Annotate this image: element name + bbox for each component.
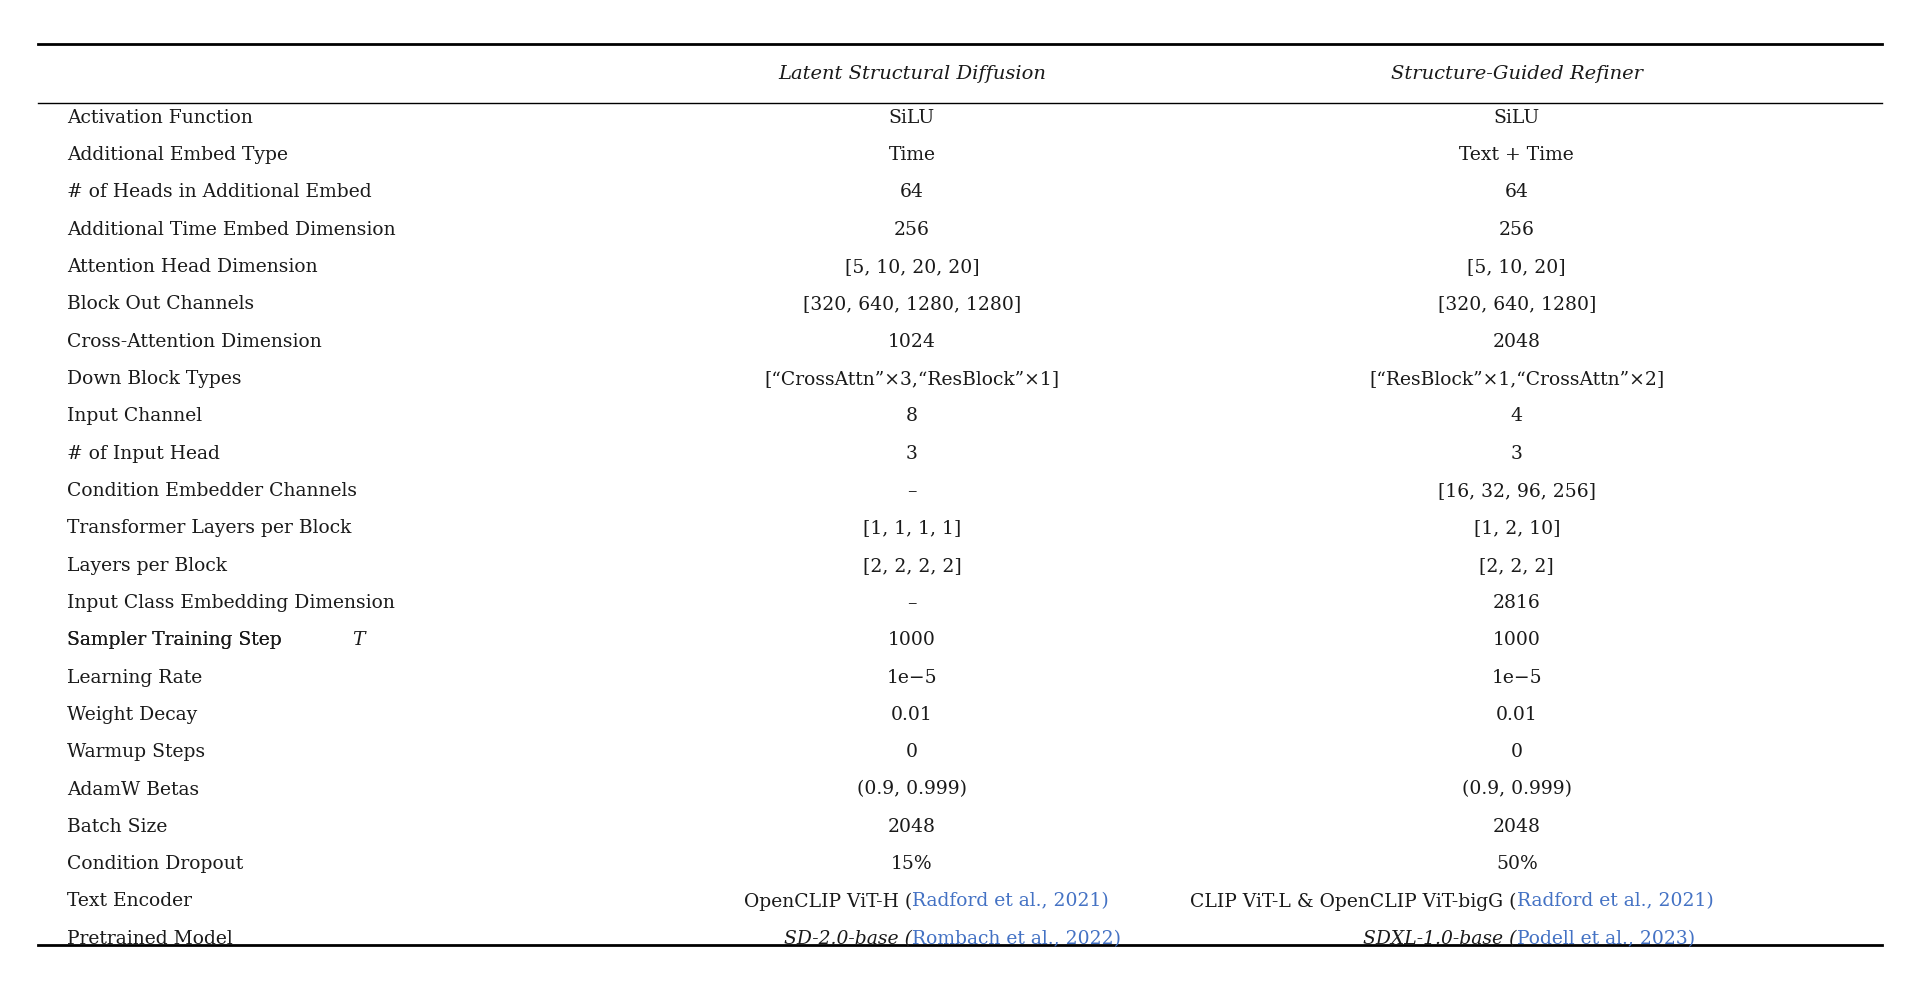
- Text: 1024: 1024: [889, 333, 935, 351]
- Text: SiLU: SiLU: [1494, 109, 1540, 127]
- Text: # of Heads in Additional Embed: # of Heads in Additional Embed: [67, 184, 372, 201]
- Text: [2, 2, 2, 2]: [2, 2, 2, 2]: [862, 557, 962, 574]
- Text: [320, 640, 1280, 1280]: [320, 640, 1280, 1280]: [803, 296, 1021, 313]
- Text: 0.01: 0.01: [1496, 706, 1538, 724]
- Text: –: –: [908, 594, 916, 612]
- Text: Cross-Attention Dimension: Cross-Attention Dimension: [67, 333, 323, 351]
- Text: 50%: 50%: [1496, 855, 1538, 873]
- Text: Condition Embedder Channels: Condition Embedder Channels: [67, 482, 357, 500]
- Text: [5, 10, 20]: [5, 10, 20]: [1467, 258, 1567, 276]
- Text: Down Block Types: Down Block Types: [67, 370, 242, 388]
- Text: 2816: 2816: [1494, 594, 1540, 612]
- Text: 0.01: 0.01: [891, 706, 933, 724]
- Text: 0: 0: [906, 743, 918, 761]
- Text: (0.9, 0.999): (0.9, 0.999): [1461, 781, 1572, 798]
- Text: Additional Embed Type: Additional Embed Type: [67, 146, 288, 164]
- Text: 4: 4: [1511, 408, 1523, 425]
- Text: Rombach et al., 2022): Rombach et al., 2022): [912, 930, 1121, 948]
- Text: Time: Time: [889, 146, 935, 164]
- Text: Sampler Training Step: Sampler Training Step: [67, 631, 288, 649]
- Text: [1, 2, 10]: [1, 2, 10]: [1473, 519, 1561, 537]
- Text: [“CrossAttn”×3,“ResBlock”×1]: [“CrossAttn”×3,“ResBlock”×1]: [764, 370, 1060, 388]
- Text: Batch Size: Batch Size: [67, 818, 167, 836]
- Text: 15%: 15%: [891, 855, 933, 873]
- Text: Radford et al., 2021): Radford et al., 2021): [912, 893, 1108, 910]
- Text: Attention Head Dimension: Attention Head Dimension: [67, 258, 319, 276]
- Text: Sampler Training Step: Sampler Training Step: [67, 631, 288, 649]
- Text: 256: 256: [1500, 221, 1534, 239]
- Text: Transformer Layers per Block: Transformer Layers per Block: [67, 519, 351, 537]
- Text: 3: 3: [1511, 445, 1523, 463]
- Text: [2, 2, 2]: [2, 2, 2]: [1480, 557, 1553, 574]
- Text: T: T: [351, 631, 365, 649]
- Text: Input Channel: Input Channel: [67, 408, 202, 425]
- Text: Structure-Guided Refiner: Structure-Guided Refiner: [1390, 65, 1644, 82]
- Text: [5, 10, 20, 20]: [5, 10, 20, 20]: [845, 258, 979, 276]
- Text: Additional Time Embed Dimension: Additional Time Embed Dimension: [67, 221, 396, 239]
- Text: Latent Structural Diffusion: Latent Structural Diffusion: [778, 65, 1046, 82]
- Text: [“ResBlock”×1,“CrossAttn”×2]: [“ResBlock”×1,“CrossAttn”×2]: [1369, 370, 1665, 388]
- Text: Layers per Block: Layers per Block: [67, 557, 227, 574]
- Text: Activation Function: Activation Function: [67, 109, 253, 127]
- Text: 64: 64: [1505, 184, 1528, 201]
- Text: [320, 640, 1280]: [320, 640, 1280]: [1438, 296, 1596, 313]
- Text: Weight Decay: Weight Decay: [67, 706, 198, 724]
- Text: SDXL-1.0-base (: SDXL-1.0-base (: [1363, 930, 1517, 948]
- Text: Block Out Channels: Block Out Channels: [67, 296, 253, 313]
- Text: # of Input Head: # of Input Head: [67, 445, 221, 463]
- Text: Text Encoder: Text Encoder: [67, 893, 192, 910]
- Text: 2048: 2048: [1494, 818, 1542, 836]
- Text: Warmup Steps: Warmup Steps: [67, 743, 205, 761]
- Text: 8: 8: [906, 408, 918, 425]
- Text: 1000: 1000: [1494, 631, 1540, 649]
- Text: CLIP ViT-L & OpenCLIP ViT-bigG (: CLIP ViT-L & OpenCLIP ViT-bigG (: [1190, 893, 1517, 910]
- Text: 2048: 2048: [887, 818, 937, 836]
- Text: [16, 32, 96, 256]: [16, 32, 96, 256]: [1438, 482, 1596, 500]
- Text: 64: 64: [900, 184, 924, 201]
- Text: SiLU: SiLU: [889, 109, 935, 127]
- Text: Condition Dropout: Condition Dropout: [67, 855, 244, 873]
- Text: Sampler Training Step T: Sampler Training Step T: [67, 631, 300, 649]
- Text: [1, 1, 1, 1]: [1, 1, 1, 1]: [862, 519, 962, 537]
- Text: –: –: [908, 482, 916, 500]
- Text: 1000: 1000: [889, 631, 935, 649]
- Text: Podell et al., 2023): Podell et al., 2023): [1517, 930, 1695, 948]
- Text: 1e−5: 1e−5: [1492, 669, 1542, 686]
- Text: 1e−5: 1e−5: [887, 669, 937, 686]
- Text: AdamW Betas: AdamW Betas: [67, 781, 200, 798]
- Text: 3: 3: [906, 445, 918, 463]
- Text: Radford et al., 2021): Radford et al., 2021): [1517, 893, 1713, 910]
- Text: 256: 256: [895, 221, 929, 239]
- Text: OpenCLIP ViT-H (: OpenCLIP ViT-H (: [743, 893, 912, 910]
- Text: Sampler Training Step: Sampler Training Step: [67, 631, 288, 649]
- Text: 2048: 2048: [1494, 333, 1542, 351]
- Text: 0: 0: [1511, 743, 1523, 761]
- Text: Learning Rate: Learning Rate: [67, 669, 202, 686]
- Text: Sampler Training Step: Sampler Training Step: [67, 631, 288, 649]
- Text: Input Class Embedding Dimension: Input Class Embedding Dimension: [67, 594, 396, 612]
- Text: Pretrained Model: Pretrained Model: [67, 930, 232, 948]
- Text: (0.9, 0.999): (0.9, 0.999): [856, 781, 968, 798]
- Text: SD-2.0-base (: SD-2.0-base (: [783, 930, 912, 948]
- Text: Text + Time: Text + Time: [1459, 146, 1574, 164]
